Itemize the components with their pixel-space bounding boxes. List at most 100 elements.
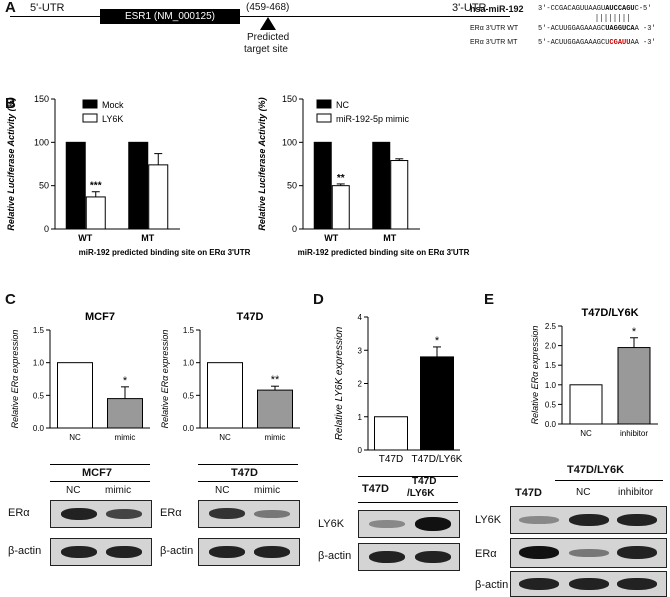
x-tick-label: WT xyxy=(324,233,338,243)
blot-mcf7-title: MCF7 xyxy=(82,467,112,479)
blot-t47d-era xyxy=(198,500,300,528)
target-label-1: Predicted xyxy=(247,32,290,43)
panel-e-chart: 0.0 0.5 1.0 1.5 2.0 2.5 NC * inhibitor T47D/LY6K R… xyxy=(530,307,658,438)
y-tick-label: 1.5 xyxy=(183,326,195,335)
target-range: (459-468) xyxy=(246,2,290,13)
bar-nc xyxy=(569,384,603,425)
bar-wt-1 xyxy=(331,185,350,230)
blot-d-lane-t47dly6k-1: T47D xyxy=(412,476,437,487)
bar-nc xyxy=(207,362,243,429)
blot-e-row-ly6k: LY6K xyxy=(475,514,502,526)
blot-e-group: T47D/LY6K xyxy=(567,464,625,476)
bar-nc xyxy=(57,362,93,429)
y-tick-label: 100 xyxy=(34,137,49,147)
blot-e-era xyxy=(510,538,667,568)
blot-t47d-lane-mimic: mimic xyxy=(254,485,281,496)
blot-d-ly6k xyxy=(358,510,460,538)
wt-label: ERα 3'UTR WT xyxy=(470,25,519,32)
bar-mimic xyxy=(257,389,293,429)
legend-label-1: miR-192-5p mimic xyxy=(336,114,410,124)
blot-e-lane-nc: NC xyxy=(576,487,591,498)
blot-d-lane-t47d: T47D xyxy=(362,483,389,495)
blot-mcf7-actin xyxy=(50,538,152,566)
y-tick-label: 0 xyxy=(292,224,297,234)
x-tick-label: NC xyxy=(219,433,231,442)
blot-t47d-lane-nc: NC xyxy=(215,485,230,496)
legend-label-0: Mock xyxy=(102,100,124,110)
blot-t47d-actin xyxy=(198,538,300,566)
y-tick-label: 0.5 xyxy=(545,400,557,409)
y-axis-label: Relative ERα expression xyxy=(10,330,20,429)
blot-mcf7-lane-mimic: mimic xyxy=(105,485,132,496)
y-axis-label: Relative ERα expression xyxy=(160,330,170,429)
significance-mark: * xyxy=(123,375,128,387)
y-tick-label: 1 xyxy=(358,413,363,422)
legend-label-0: NC xyxy=(336,100,349,110)
y-tick-label: 0 xyxy=(358,446,363,455)
bar-mt-1 xyxy=(390,160,409,230)
y-axis-label: Relative Luciferase Activity (%) xyxy=(6,97,16,230)
legend-swatch-0 xyxy=(82,99,98,109)
y-tick-label: 100 xyxy=(282,137,297,147)
y-tick-label: 0.0 xyxy=(545,420,557,429)
y-tick-label: 2.0 xyxy=(545,342,557,351)
mrna-line xyxy=(10,16,510,17)
blot-e-row-actin: β-actin xyxy=(475,579,509,591)
x-tick-label: inhibitor xyxy=(620,429,648,438)
y-tick-label: 50 xyxy=(39,181,49,191)
blot-t47d-row-era: ERα xyxy=(160,507,182,519)
blot-d-lane-t47dly6k-2: /LY6K xyxy=(407,488,435,499)
panel-letter-c: C xyxy=(5,291,16,308)
x-tick-label: mimic xyxy=(265,433,286,442)
esr1-gene-box: ESR1 (NM_000125) xyxy=(100,9,240,24)
blot-e-actin xyxy=(510,571,667,597)
y-tick-label: 0.5 xyxy=(33,391,45,400)
x-tick-label: T47D xyxy=(379,454,403,465)
bar-mt-0 xyxy=(128,141,149,230)
y-tick-label: 4 xyxy=(358,313,363,322)
wt-sequence: 5'-ACUUGGAGAAAGCUAGGUCAA -3' xyxy=(538,25,656,33)
bar-wt-1 xyxy=(85,196,106,230)
panel-b-charts: 0 50 100 150 WT MT *** Relative Luciferase Acti… xyxy=(6,94,470,257)
blot-e-row-era: ERα xyxy=(475,548,497,560)
y-tick-label: 0.0 xyxy=(33,424,45,433)
mt-sequence: 5'-ACUUGGAGAAAGCUCGAUUAA -3' xyxy=(538,39,656,47)
y-tick-label: 150 xyxy=(282,94,297,104)
blot-e-lane-t47d: T47D xyxy=(515,487,542,499)
blot-d-row-actin: β-actin xyxy=(318,550,352,562)
y-axis-label: Relative ERα expression xyxy=(530,326,540,425)
mirna-label: hsa-miR-192 xyxy=(470,4,524,14)
mirna-sequence: 3'-CCGACAGUUAAGUAUCCAGUC-5' xyxy=(538,5,652,13)
utr5-label: 5'-UTR xyxy=(30,2,65,14)
y-tick-label: 1.5 xyxy=(33,326,45,335)
y-tick-label: 150 xyxy=(34,94,49,104)
blot-d-actin xyxy=(358,543,460,571)
x-tick-label: WT xyxy=(78,233,92,243)
blot-mcf7-row-era: ERα xyxy=(8,507,30,519)
x-tick-label: mimic xyxy=(115,433,136,442)
blot-mcf7-row-actin: β-actin xyxy=(8,545,42,557)
bar-mt-0 xyxy=(372,141,391,230)
significance-mark: * xyxy=(632,326,637,338)
significance-mark: ** xyxy=(337,173,345,184)
y-axis-label: Relative Luciferase Activity (%) xyxy=(257,97,267,230)
panel-letter-e: E xyxy=(484,291,495,308)
blot-d-row-ly6k: LY6K xyxy=(318,518,345,530)
panel-letter-d: D xyxy=(313,291,324,308)
x-tick-label: MT xyxy=(383,233,396,243)
bar-wt-0 xyxy=(313,141,332,230)
bar-mimic xyxy=(107,398,143,429)
base-pairing-lines xyxy=(596,14,629,22)
y-tick-label: 1.0 xyxy=(33,359,45,368)
significance-mark: ** xyxy=(271,374,280,386)
blot-t47d-row-actin: β-actin xyxy=(160,545,194,557)
x-tick-label: MT xyxy=(141,233,154,243)
chart-title: T47D xyxy=(237,311,264,323)
chart-title: MCF7 xyxy=(85,311,115,323)
target-label-2: target site xyxy=(244,44,288,55)
y-tick-label: 1.0 xyxy=(183,359,195,368)
bar-inhibitor xyxy=(617,347,651,425)
bar-t47d-ly6k xyxy=(420,356,454,451)
x-axis-label: miR-192 predicted binding site on ERα 3'… xyxy=(298,248,470,257)
legend-label-1: LY6K xyxy=(102,114,123,124)
